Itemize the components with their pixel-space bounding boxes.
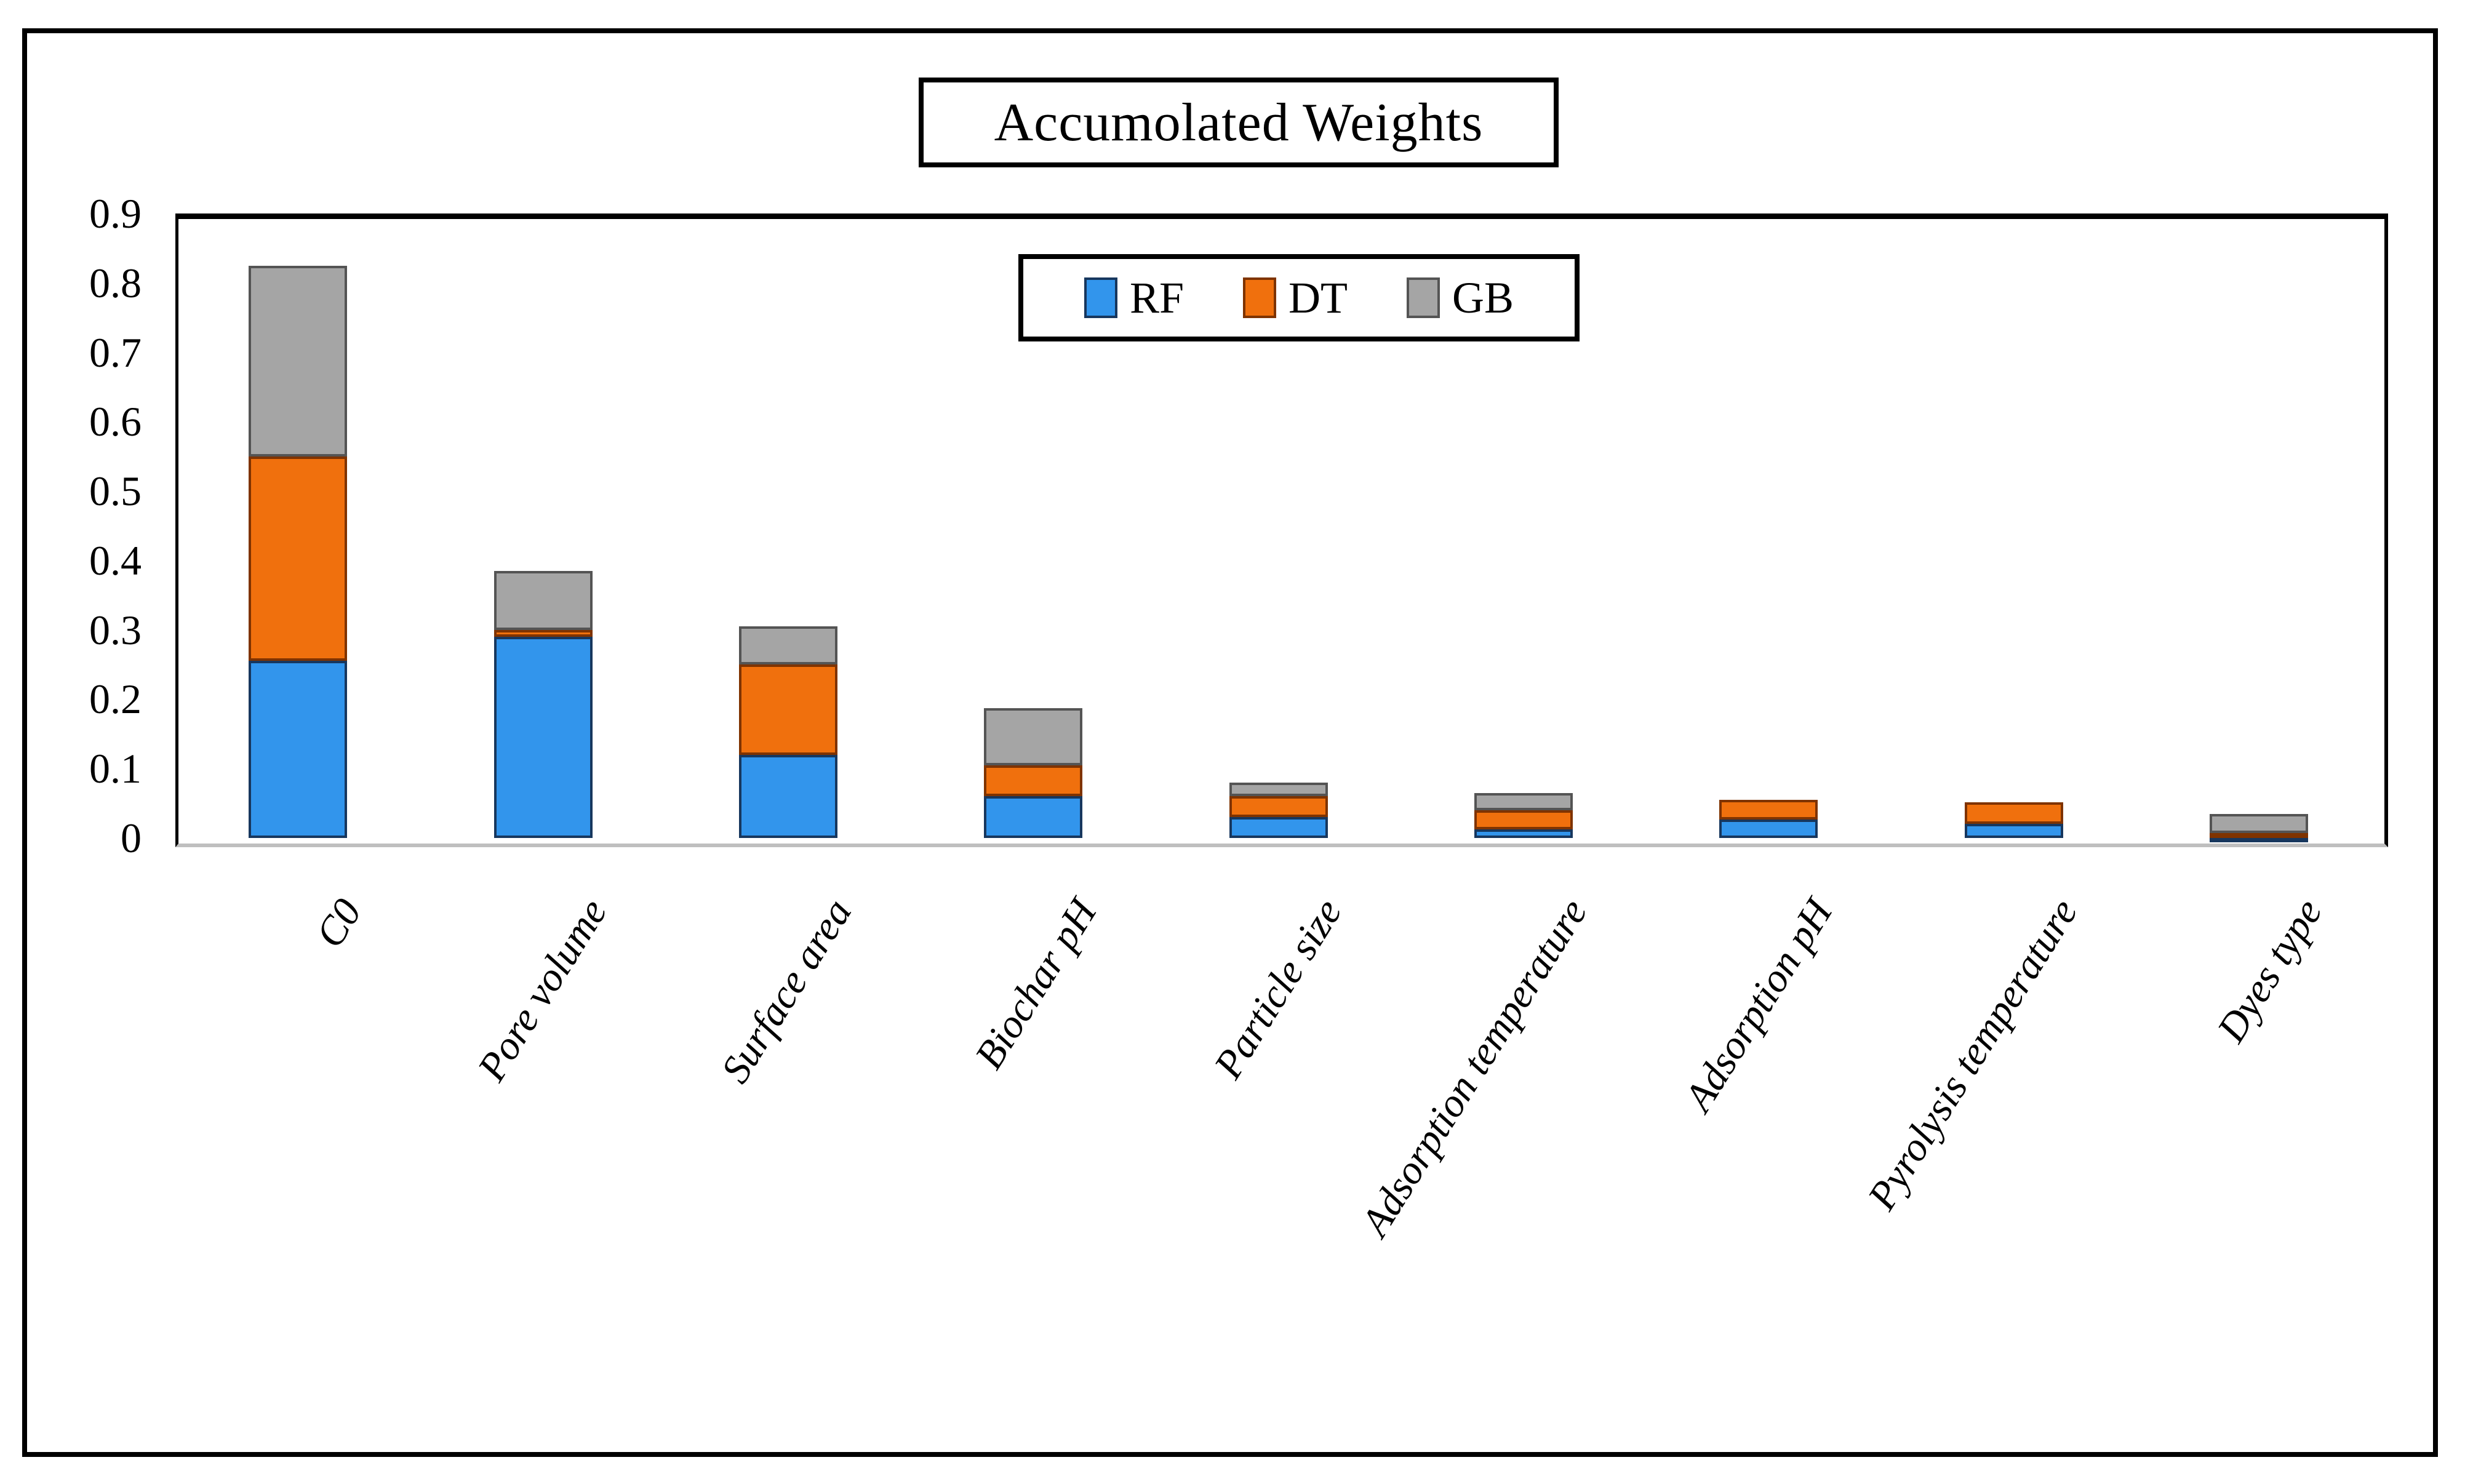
- bar-segment-gb-1: [493, 570, 593, 630]
- y-tick-label-0.2: 0.2: [89, 676, 142, 723]
- legend-item-RF: RF: [1084, 276, 1184, 320]
- bar-segment-rf-2: [738, 754, 837, 838]
- bar-segment-dt-6: [1719, 799, 1818, 820]
- y-tick-label-0.8: 0.8: [89, 259, 142, 306]
- y-tick-label-0.7: 0.7: [89, 329, 142, 376]
- legend: RF DT GB: [1018, 254, 1580, 341]
- bar-segment-gb-0: [249, 265, 348, 457]
- y-tick-label-0.4: 0.4: [89, 537, 142, 584]
- chart-title-box: Accumolated Weights: [919, 78, 1559, 167]
- y-tick-label-0.6: 0.6: [89, 398, 142, 445]
- bar-segment-rf-8: [2209, 837, 2308, 842]
- bar-segment-dt-2: [738, 664, 837, 755]
- bar-segment-dt-7: [1964, 802, 2063, 824]
- legend-label-DT: DT: [1288, 273, 1348, 322]
- bar-segment-rf-1: [493, 636, 593, 838]
- legend-item-GB: GB: [1407, 276, 1514, 320]
- bar-segment-dt-1: [493, 629, 593, 637]
- bar-segment-rf-4: [1229, 817, 1328, 838]
- bar-segment-rf-6: [1719, 819, 1818, 838]
- bar-segment-rf-5: [1474, 829, 1573, 838]
- legend-swatch-GB: [1407, 277, 1440, 318]
- bar-segment-rf-3: [984, 796, 1083, 838]
- y-tick-label-0.1: 0.1: [89, 745, 142, 792]
- bar-segment-dt-5: [1474, 810, 1573, 830]
- chart-title: Accumolated Weights: [994, 92, 1484, 153]
- bar-segment-dt-3: [984, 765, 1083, 797]
- bar-segment-gb-4: [1229, 782, 1328, 797]
- bar-segment-dt-4: [1229, 796, 1328, 818]
- y-tick-label-0.5: 0.5: [89, 468, 142, 515]
- legend-swatch-DT: [1243, 277, 1277, 318]
- legend-label-GB: GB: [1452, 273, 1514, 322]
- legend-label-RF: RF: [1129, 273, 1185, 322]
- y-tick-label-0.3: 0.3: [89, 606, 142, 653]
- bar-segment-dt-0: [249, 456, 348, 661]
- bar-segment-gb-5: [1474, 792, 1573, 810]
- legend-item-DT: DT: [1243, 276, 1348, 320]
- bar-segment-rf-7: [1964, 824, 2063, 838]
- legend-swatch-RF: [1084, 277, 1117, 318]
- bar-segment-rf-0: [249, 661, 348, 838]
- bar-segment-gb-3: [984, 708, 1083, 765]
- bar-segment-gb-8: [2209, 813, 2308, 834]
- y-tick-label-0: 0: [121, 815, 142, 861]
- y-tick-label-0.9: 0.9: [89, 190, 142, 237]
- bar-segment-gb-2: [738, 626, 837, 665]
- bar-segment-dt-8: [2209, 833, 2308, 839]
